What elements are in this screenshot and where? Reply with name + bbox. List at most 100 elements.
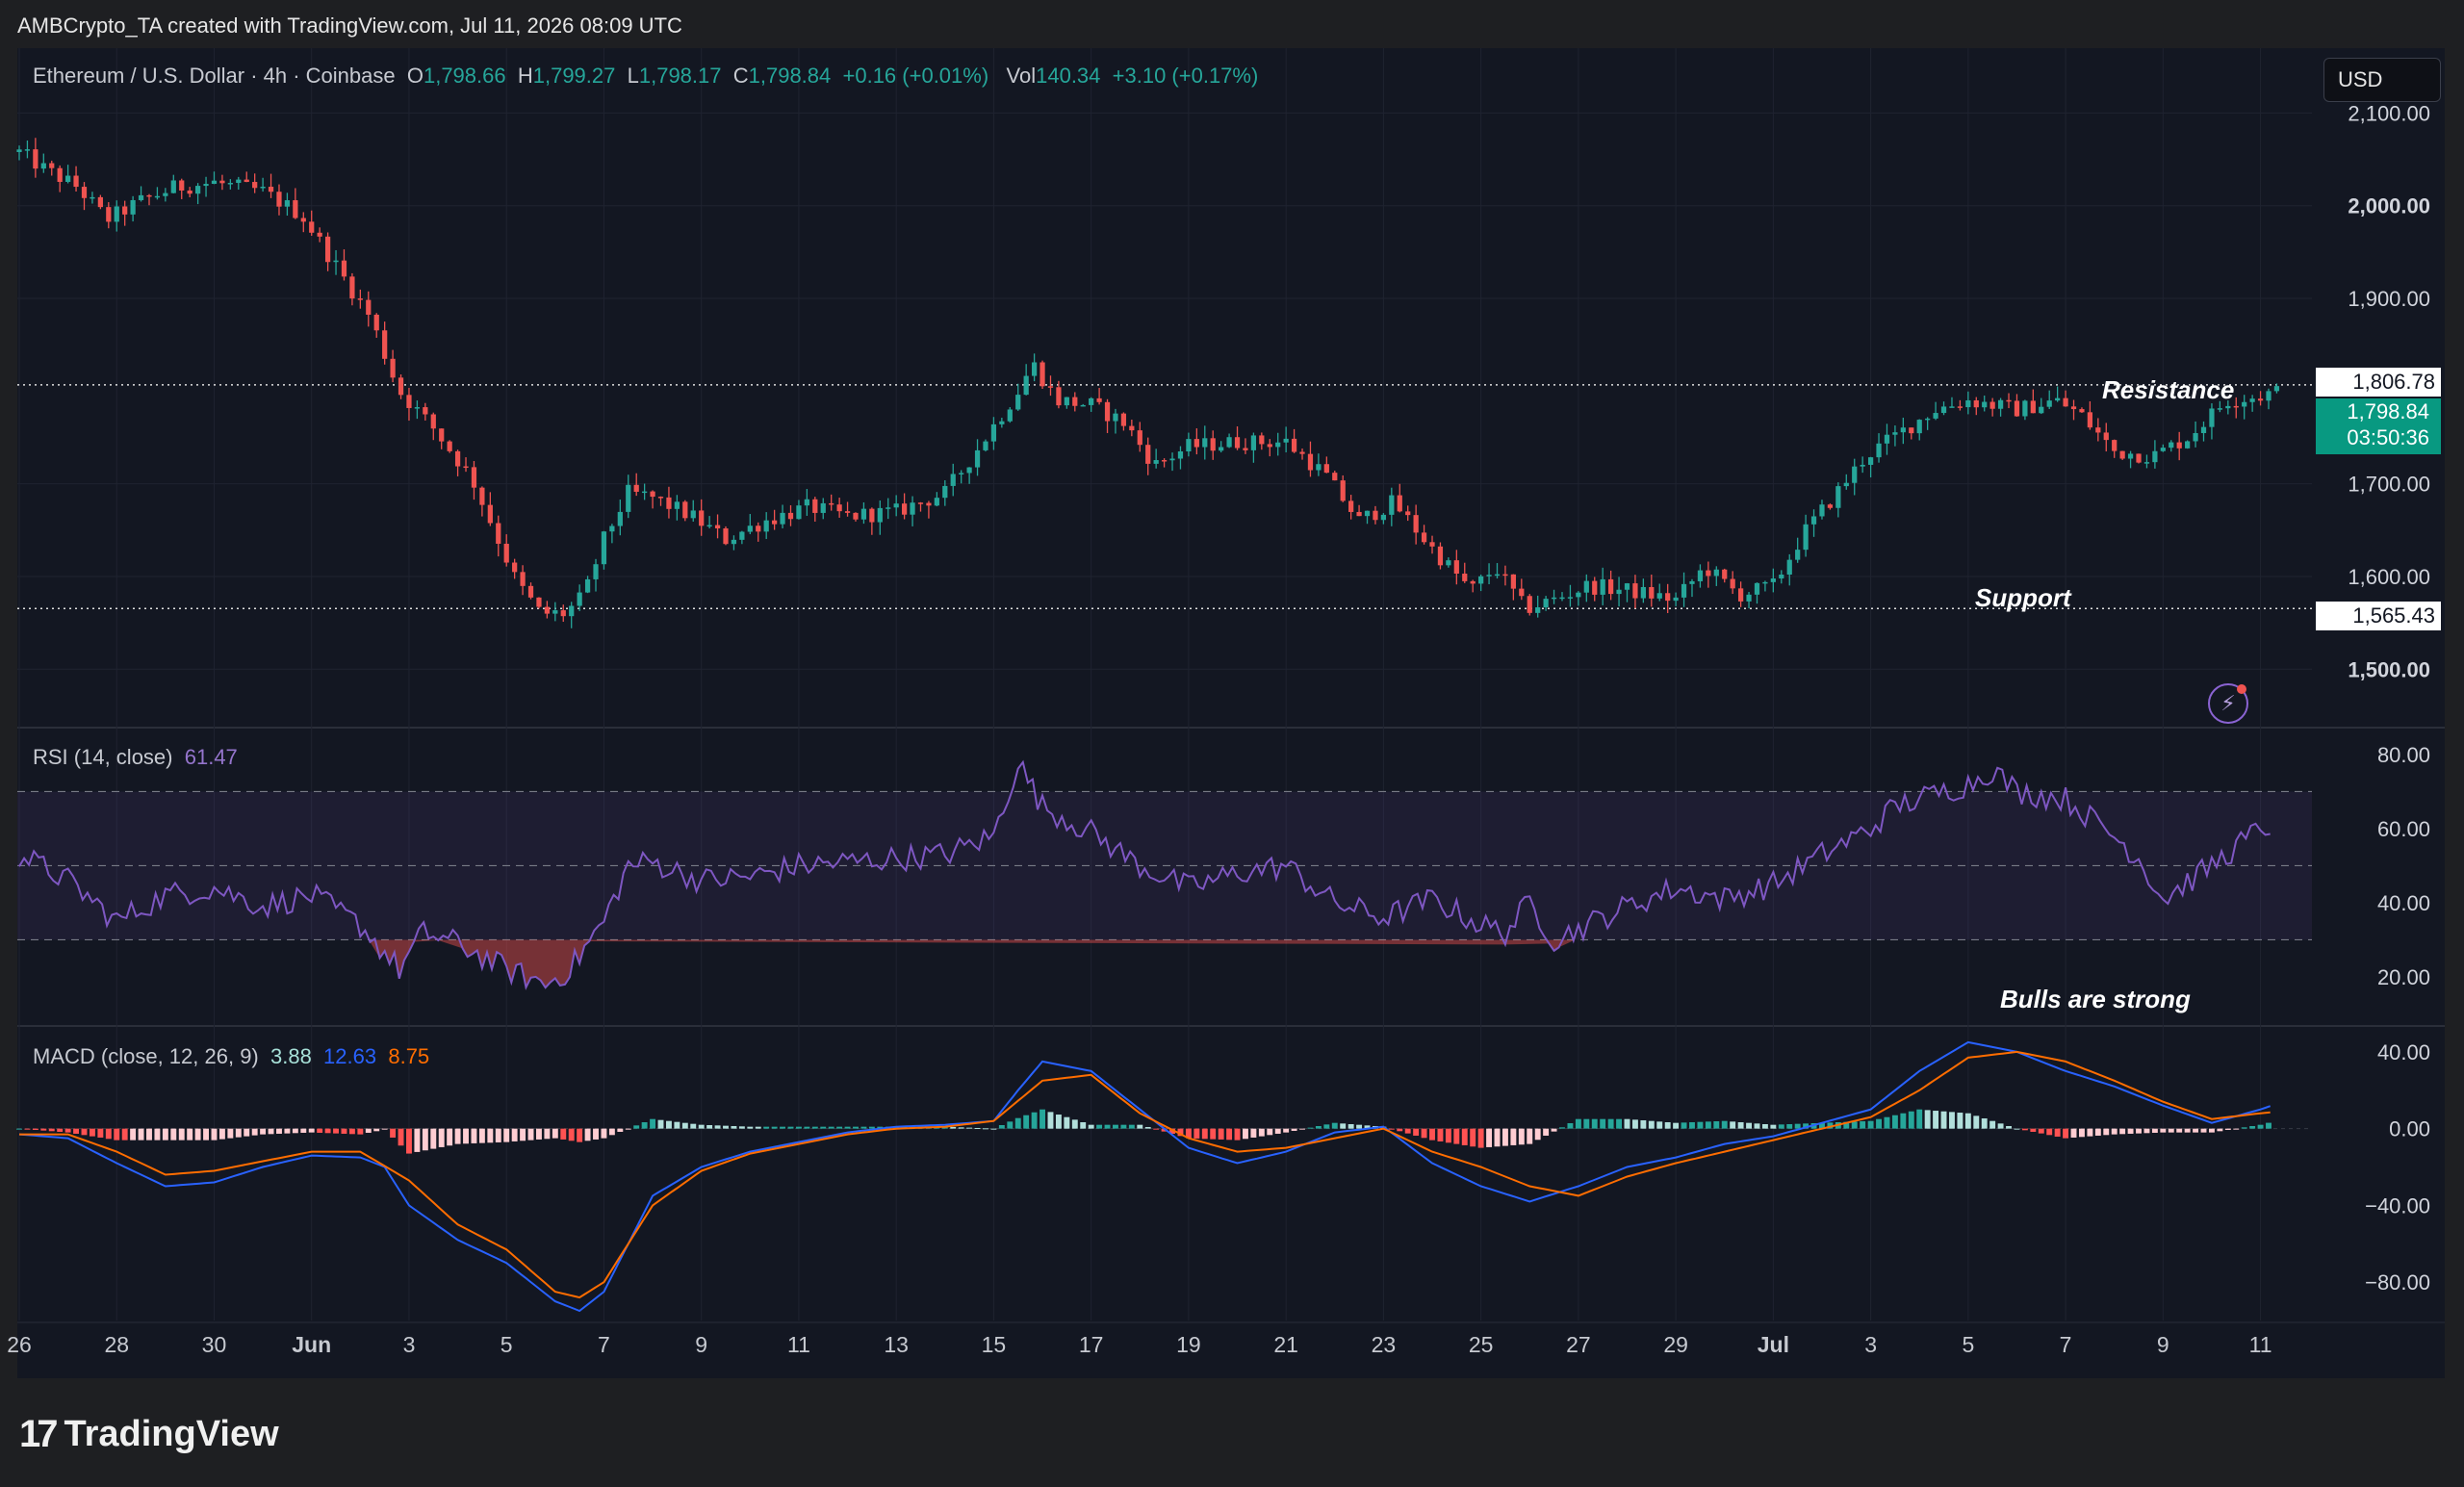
macd-histogram-bar — [1226, 1128, 1233, 1141]
candle-body — [382, 330, 388, 359]
candle-body — [2193, 432, 2198, 442]
macd-histogram-bar — [276, 1128, 282, 1134]
macd-histogram-bar — [57, 1128, 64, 1132]
price-pane — [16, 138, 2316, 628]
candle-body — [1965, 399, 1971, 408]
symbol-name: Ethereum / U.S. Dollar · 4h · Coinbase — [33, 64, 396, 88]
date-tick-label: 29 — [1663, 1332, 1688, 1357]
candle-body — [366, 299, 372, 315]
candle-body — [601, 531, 607, 565]
macd-histogram-bar — [1607, 1118, 1614, 1129]
macd-histogram-bar — [48, 1128, 55, 1132]
macd-histogram-bar — [1933, 1111, 1939, 1129]
candle-body — [1421, 532, 1427, 543]
macd-histogram-bar — [2249, 1125, 2256, 1129]
candle-body — [1795, 550, 1801, 560]
date-tick-label: Jun — [292, 1332, 331, 1357]
candle-body — [1681, 583, 1687, 598]
candle-body — [1056, 387, 1062, 406]
macd-histogram-bar — [2208, 1128, 2215, 1133]
lightning-icon[interactable]: ⚡ — [2208, 683, 2248, 724]
date-tick-label: 27 — [1566, 1332, 1591, 1357]
candle-body — [1299, 451, 1305, 454]
candle-body — [560, 610, 566, 617]
macd-histogram-bar — [1746, 1122, 1752, 1129]
macd-histogram-bar — [787, 1126, 794, 1129]
macd-histogram-bar — [187, 1128, 193, 1141]
rsi-pane — [17, 759, 2312, 990]
candle-body — [2143, 462, 2150, 464]
candle-body — [2055, 397, 2061, 401]
macd-histogram-bar — [235, 1128, 242, 1138]
candle-body — [122, 206, 128, 215]
macd-histogram-bar — [390, 1128, 397, 1138]
candle-body — [633, 484, 639, 492]
tradingview-logo[interactable]: 17 TradingView — [19, 1413, 279, 1456]
candle-body — [990, 423, 997, 442]
macd-legend: MACD (close, 12, 26, 9) 3.88 12.63 8.75 — [33, 1044, 429, 1069]
date-tick-label: Jul — [1758, 1332, 1789, 1357]
candle-body — [1462, 574, 1468, 581]
macd-histogram-bar — [1477, 1128, 1484, 1148]
macd-histogram-bar — [511, 1128, 518, 1141]
candle-body — [569, 605, 575, 617]
candle-body — [1730, 578, 1735, 589]
currency-button[interactable]: USD — [2323, 58, 2441, 102]
macd-histogram-bar — [1534, 1128, 1541, 1141]
macd-histogram-bar — [1177, 1128, 1184, 1137]
macd-histogram-bar — [665, 1120, 672, 1129]
macd-histogram-bar — [950, 1126, 957, 1129]
date-tick-label: 13 — [884, 1332, 909, 1357]
macd-histogram-bar — [983, 1128, 988, 1130]
candle-body — [1892, 432, 1898, 435]
macd-histogram-bar — [657, 1119, 664, 1129]
tradingview-logo-icon: 17 — [19, 1413, 58, 1455]
macd-histogram-bar — [568, 1128, 575, 1141]
candle-body — [203, 184, 209, 187]
candle-body — [787, 512, 794, 520]
candle-body — [1348, 500, 1354, 512]
macd-histogram-bar — [2168, 1128, 2174, 1133]
macd-histogram-bar — [1527, 1128, 1533, 1144]
macd-histogram-bar — [795, 1126, 802, 1129]
candle-body — [584, 578, 591, 593]
candle-body — [1616, 589, 1622, 595]
candle-body — [1177, 450, 1184, 459]
candle-body — [1827, 504, 1834, 508]
macd-histogram-bar — [1421, 1128, 1427, 1139]
candle-body — [2030, 400, 2036, 414]
candle-body — [1397, 495, 1402, 512]
candle-body — [1104, 401, 1111, 422]
macd-histogram-bar — [1924, 1110, 1931, 1129]
candle-body — [959, 473, 964, 474]
macd-histogram-bar — [2151, 1128, 2158, 1133]
candle-body — [1803, 524, 1809, 551]
macd-histogram-bar — [1080, 1122, 1087, 1129]
candle-body — [1186, 439, 1192, 451]
macd-histogram-bar — [1705, 1121, 1711, 1129]
price-tick-label: 1,600.00 — [2348, 565, 2430, 589]
macd-histogram-bar — [1210, 1128, 1217, 1140]
macd-histogram-bar — [723, 1125, 729, 1129]
macd-histogram-bar — [998, 1124, 1005, 1129]
candle-body — [804, 499, 809, 506]
candle-body — [1997, 399, 2004, 409]
candle-body — [1291, 438, 1297, 452]
candle-body — [1413, 515, 1419, 533]
macd-signal-line — [19, 1050, 2271, 1299]
candle-body — [1267, 444, 1272, 448]
macd-histogram-bar — [584, 1128, 591, 1141]
macd-histogram-bar — [1819, 1122, 1825, 1129]
bar-countdown: 03:50:36 — [2347, 425, 2429, 449]
macd-histogram-bar — [194, 1128, 201, 1141]
macd-histogram-bar — [317, 1128, 323, 1133]
candle-body — [674, 501, 680, 509]
candle-body — [2160, 448, 2166, 451]
candle-body — [1120, 413, 1127, 426]
candle-body — [236, 179, 242, 184]
chart-frame[interactable] — [17, 48, 2445, 1378]
macd-histogram-bar — [1113, 1124, 1118, 1129]
last-price-tag: 1,798.84 03:50:36 — [2316, 398, 2441, 454]
macd-histogram-bar — [1364, 1125, 1371, 1129]
